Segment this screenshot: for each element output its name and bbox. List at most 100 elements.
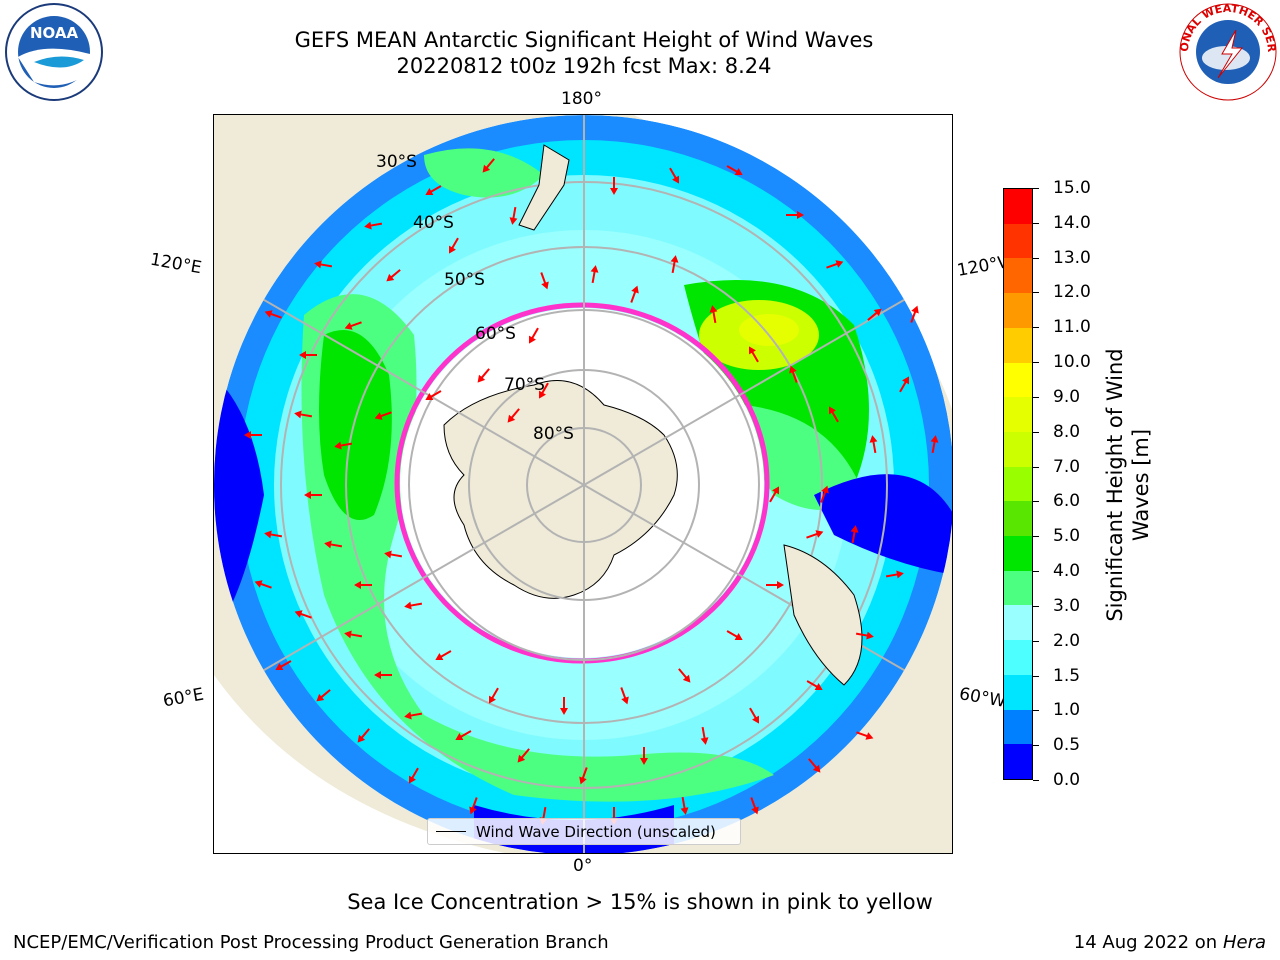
wave-direction-arrow [856,731,874,740]
wave-direction-arrow [610,177,618,195]
wave-direction-arrow [539,382,549,399]
low-waves-west [214,375,264,635]
wave-direction-arrow [334,441,353,450]
colorbar-tick [1033,188,1039,189]
wave-direction-arrow [540,272,549,290]
wave-direction-arrow [885,570,904,579]
lon-label-120e: 120°E [148,249,204,279]
empty-corner-top-right [634,115,952,410]
wave-direction-arrow [560,697,568,715]
colorbar-tick-label: 8.0 [1053,421,1081,442]
wave-direction-arrow [344,630,363,639]
wave-direction-arrow [316,689,331,702]
wave-direction-arrow [766,581,784,589]
land-south-america [783,544,863,686]
colorbar-tick-label: 15.0 [1053,178,1091,198]
wave-direction-arrow [374,671,392,679]
empty-corner-bottom-left [214,675,505,853]
colorbar-tick [1033,605,1039,607]
wave-direction-arrow [455,730,472,740]
wave-direction-arrow [726,165,743,175]
colorbar-tick-label: 1.0 [1053,700,1081,721]
wave-direction-arrow [808,758,821,773]
colorbar-tick-label: 1.5 [1053,665,1081,686]
wave-direction-arrow [489,687,499,704]
wave-direction-arrow [930,435,939,454]
wave-direction-arrow [579,767,588,785]
wave-direction-arrow [590,265,599,284]
colorbar-segment [1004,327,1032,363]
wave-direction-arrow [469,797,478,815]
wave-direction-arrow [726,630,743,640]
empty-corner-top-left [214,115,274,175]
waves-north [424,148,544,198]
wave-direction-arrow [630,285,639,303]
colorbar-segment [1004,223,1032,259]
footer-date-text: 14 Aug 2022 on [1073,932,1218,953]
legend-label: Wind Wave Direction (unscaled) [476,822,716,841]
colorbar-segment [1004,709,1032,745]
wave-direction-arrow [826,260,844,269]
colorbar-segment [1004,674,1032,710]
wave-direction-arrow [806,530,824,539]
wave-direction-arrow [324,540,343,549]
wave-direction-arrow [425,390,442,400]
wave-direction-arrow [869,435,878,454]
wave-direction-arrow [867,308,882,321]
colorbar-segment [1004,293,1032,328]
colorbar-tick [1033,292,1039,294]
wave-direction-arrow [789,365,798,383]
wave-direction-arrow [304,491,322,499]
sea-ice-note: Sea Ice Concentration > 15% is shown in … [347,890,933,914]
colorbar-tick [1033,396,1039,398]
wave-direction-arrow [244,431,262,439]
noaa-logo-text: NOAA [30,24,79,42]
wave-direction-arrow [670,255,679,274]
wave-direction-arrow [374,411,392,420]
colorbar-segment [1004,744,1032,779]
colorbar-tick [1033,222,1039,224]
wave-direction-arrow [344,321,362,330]
colorbar-tick [1033,745,1039,747]
colorbar-tick [1033,780,1039,781]
wave-direction-arrow [275,660,292,670]
land-new-zealand [518,144,570,231]
colorbar-tick [1033,327,1039,329]
colorbar-tick-label: 11.0 [1053,317,1091,338]
lat-label-50s: 50°S [444,270,485,290]
colorbar-tick-label: 12.0 [1053,282,1091,303]
colorbar-tick [1033,362,1039,364]
polar-map-svg [214,115,952,853]
colorbar-tick [1033,431,1039,433]
colorbar-tick-label: 6.0 [1053,491,1081,512]
wave-direction-arrow [669,167,679,184]
lon-label-60w: 60°W [957,684,1008,712]
wave-direction-arrow [820,485,829,503]
wave-direction-arrow [786,211,804,219]
wave-direction-arrow [264,310,282,319]
colorbar-segment [1004,189,1032,224]
footer-host: Hera [1222,932,1266,953]
wave-direction-arrow [294,410,313,419]
colorbar-tick-label: 9.0 [1053,386,1081,407]
wave-direction-arrow [477,368,490,383]
colorbar-segment [1004,640,1032,675]
wave-direction-arrow [855,631,874,640]
wave-direction-arrow [386,269,401,282]
wave-direction-arrow [749,346,759,363]
wave-direction-arrow [806,680,823,690]
wave-direction-arrow [357,728,370,743]
wave-direction-arrow [678,668,691,683]
wave-direction-arrow [449,237,459,254]
colorbar-tick [1033,571,1039,573]
waves-east-lower [744,405,864,510]
wave-direction-arrow [750,797,759,815]
colorbar-tick-label: 14.0 [1053,212,1091,233]
wave-direction-arrow [899,376,909,393]
colorbar-tick-label: 13.0 [1053,247,1091,268]
wave-direction-arrow [384,550,403,559]
colorbar-segment [1004,431,1032,467]
colorbar-segment [1004,466,1032,502]
lat-label-40s: 40°S [413,213,454,233]
wave-direction-arrow [749,707,759,724]
